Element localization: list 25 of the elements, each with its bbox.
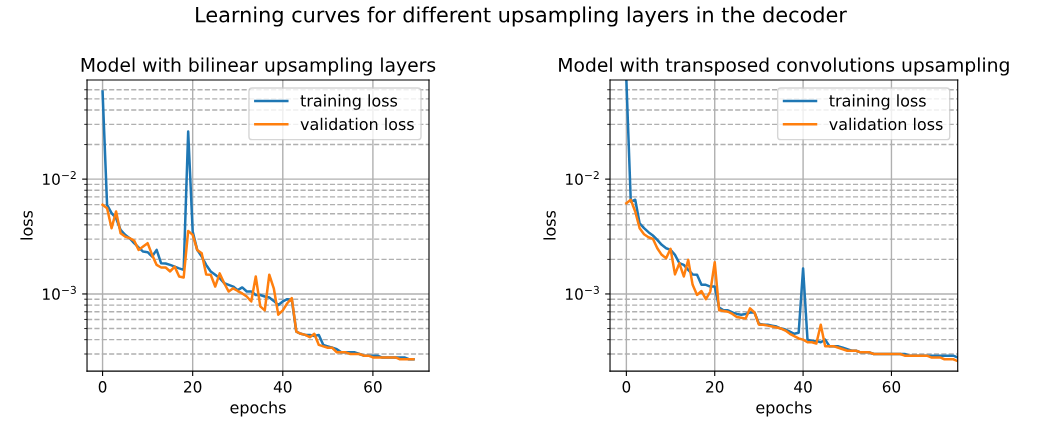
x-tick-label: 40 (794, 381, 812, 393)
legend-label: validation loss (300, 117, 414, 131)
line-series (101, 203, 415, 361)
x-axis-title: epochs (756, 401, 812, 417)
x-tick-label: 0 (622, 381, 631, 393)
x-tick-label: 60 (882, 381, 901, 393)
y-tick-label: 10$^{−3}$ (566, 285, 599, 300)
x-tick-label: 40 (273, 381, 292, 393)
y-tick-label: 10$^{−2}$ (566, 171, 599, 186)
x-tick-label: 20 (184, 381, 202, 393)
y-axis-title: loss (20, 210, 33, 240)
y-tick-label: 10$^{−2}$ (43, 171, 76, 186)
chart-title: Model with transposed convolutions upsampling (559, 57, 1009, 76)
line-series (625, 198, 958, 363)
y-axis-title: loss (543, 210, 556, 240)
x-axis-title: epochs (230, 401, 286, 417)
x-tick-label: 20 (706, 381, 724, 393)
legend-label: training loss (300, 94, 398, 110)
x-tick-label: 0 (98, 381, 107, 393)
x-tick-label: 60 (364, 381, 382, 393)
legend-label: training loss (829, 94, 926, 110)
y-tick-label: 10$^{−3}$ (43, 285, 76, 300)
legend-label: validation loss (829, 117, 943, 131)
text: Learning curves for different upsampling layers in the decoder (196, 6, 847, 27)
chart-title: Model with bilinear upsampling layers (81, 57, 436, 76)
